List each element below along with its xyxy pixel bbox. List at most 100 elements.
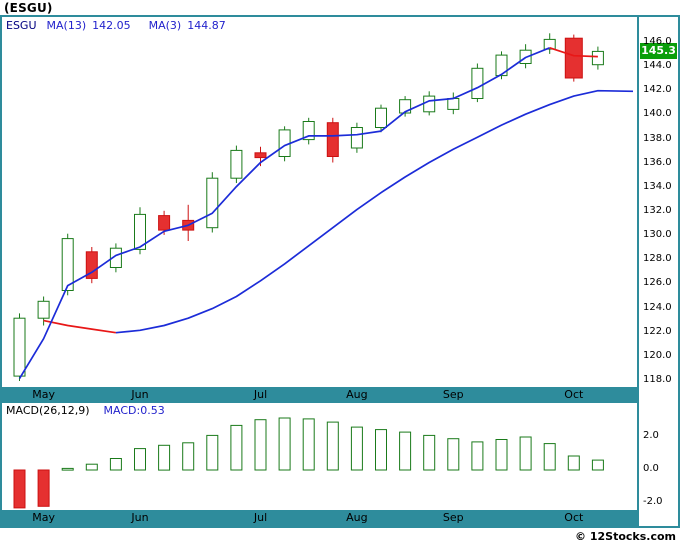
candle-up xyxy=(302,121,315,141)
macd-bar-negative xyxy=(13,469,26,509)
legend-ma13-label: MA(13) xyxy=(46,19,87,32)
candle-up xyxy=(230,149,243,179)
candle-up xyxy=(423,95,436,113)
macd-bar-positive xyxy=(109,458,122,471)
macd-bar-positive xyxy=(375,429,387,471)
macd-legend: MACD(26,12,9) MACD:0.53 xyxy=(2,403,637,417)
macd-axis-label: -2.0 xyxy=(643,496,663,507)
macd-axis-label: 2.0 xyxy=(643,430,659,441)
price-axis-label: 136.0 xyxy=(643,156,672,168)
candle-up xyxy=(399,99,412,114)
page-title: (ESGU) xyxy=(4,1,53,15)
main-plot: ESGU MA(13) 142.05 MA(3) 144.87 xyxy=(2,17,637,387)
candle-up xyxy=(134,213,146,250)
macd-value-label: MACD:0.53 xyxy=(103,403,165,417)
month-label: Oct xyxy=(564,511,584,524)
price-axis-label: 126.0 xyxy=(643,277,672,289)
month-label: May xyxy=(32,388,55,401)
candle-up xyxy=(471,67,484,99)
macd-bar-positive xyxy=(61,467,74,471)
candle-up xyxy=(350,127,363,149)
legend-symbol: ESGU xyxy=(6,19,37,32)
price-axis-label: 132.0 xyxy=(643,205,672,216)
ma3-line-falling xyxy=(549,46,598,58)
candle-up xyxy=(591,50,604,66)
month-label: Jun xyxy=(131,388,149,401)
price-axis-label: 140.0 xyxy=(643,108,672,120)
ma13-line xyxy=(115,89,634,334)
price-axis-label: 120.0 xyxy=(643,349,672,361)
price-axis-label: 118.0 xyxy=(643,374,672,385)
price-axis: 145.3 146.0 144.0 142.0 140.0 138.0 136.0 134.… xyxy=(639,17,678,526)
macd-bar-positive xyxy=(85,463,98,471)
candle-down xyxy=(254,152,267,159)
macd-bar-positive xyxy=(519,436,532,471)
month-label: Oct xyxy=(564,388,584,401)
candle-up xyxy=(13,317,26,377)
ma13-line-falling xyxy=(43,319,117,334)
copyright-link[interactable]: © 12Stocks.com xyxy=(575,530,676,543)
macd-bar-positive xyxy=(302,418,315,471)
macd-bar-positive xyxy=(158,444,171,471)
price-axis-label: 146.0 xyxy=(643,36,672,47)
candle-up xyxy=(495,54,508,77)
macd-histogram-chart xyxy=(13,417,604,509)
macd-bar-positive xyxy=(543,443,556,471)
macd-bar-positive xyxy=(254,419,267,471)
axis-separator xyxy=(637,17,639,526)
macd-bar-positive xyxy=(134,448,146,471)
candle-up xyxy=(61,238,74,292)
legend-ma3-label: MA(3) xyxy=(148,19,182,32)
candle-up xyxy=(109,247,122,268)
macd-bar-positive xyxy=(326,421,339,471)
month-label: Jul xyxy=(253,511,268,524)
main-legend: ESGU MA(13) 142.05 MA(3) 144.87 xyxy=(6,19,226,32)
month-label: Jul xyxy=(253,388,268,401)
candle-up xyxy=(543,38,556,50)
price-axis-label: 142.0 xyxy=(643,84,672,96)
last-price-badge: 145.3 xyxy=(640,43,677,60)
macd-bar-positive xyxy=(423,434,436,471)
price-axis-label: 128.0 xyxy=(643,253,672,265)
price-axis-label: 122.0 xyxy=(643,325,672,337)
candle-down xyxy=(326,122,339,157)
macd-bar-positive xyxy=(182,442,195,471)
month-label: Jun xyxy=(131,511,149,524)
candle-up xyxy=(206,177,219,229)
month-label: Aug xyxy=(346,511,368,524)
price-axis-label: 138.0 xyxy=(643,132,672,144)
ma3-line xyxy=(18,47,551,380)
month-axis-main: May Jun Jul Aug Sep Oct xyxy=(2,387,637,403)
macd-bar-positive xyxy=(495,439,508,471)
candle-down xyxy=(85,251,98,279)
price-axis-label: 124.0 xyxy=(643,301,672,313)
month-label: Sep xyxy=(442,388,464,401)
macd-bar-positive xyxy=(350,426,363,471)
price-axis-label: 134.0 xyxy=(643,180,672,192)
macd-bar-positive xyxy=(567,455,580,471)
month-label: Sep xyxy=(442,511,464,524)
candle-up xyxy=(37,300,50,319)
macd-bar-positive xyxy=(399,431,412,471)
macd-axis-label: 0.0 xyxy=(643,463,659,474)
month-label: Aug xyxy=(346,388,368,401)
price-axis-label: 130.0 xyxy=(643,229,672,241)
candle-up xyxy=(447,98,460,110)
macd-bar-positive xyxy=(278,417,291,471)
chart-frame: ESGU MA(13) 142.05 MA(3) 144.87 May Jun Ju… xyxy=(0,15,680,528)
macd-bar-positive xyxy=(447,438,460,471)
legend-ma13-value: 142.05 xyxy=(92,19,131,32)
candlestick-chart xyxy=(13,33,634,381)
price-axis-label: 144.0 xyxy=(643,60,672,72)
month-axis-macd: May Jun Jul Aug Sep Oct xyxy=(2,510,637,526)
macd-plot xyxy=(2,417,637,510)
macd-bar-positive xyxy=(206,434,219,471)
macd-bar-positive xyxy=(591,459,604,471)
candle-down xyxy=(564,37,583,79)
macd-bar-positive xyxy=(230,424,243,471)
candle-down xyxy=(158,215,171,231)
macd-bar-negative xyxy=(37,469,50,507)
candle-up xyxy=(375,107,387,128)
legend-ma3-value: 144.87 xyxy=(187,19,226,32)
